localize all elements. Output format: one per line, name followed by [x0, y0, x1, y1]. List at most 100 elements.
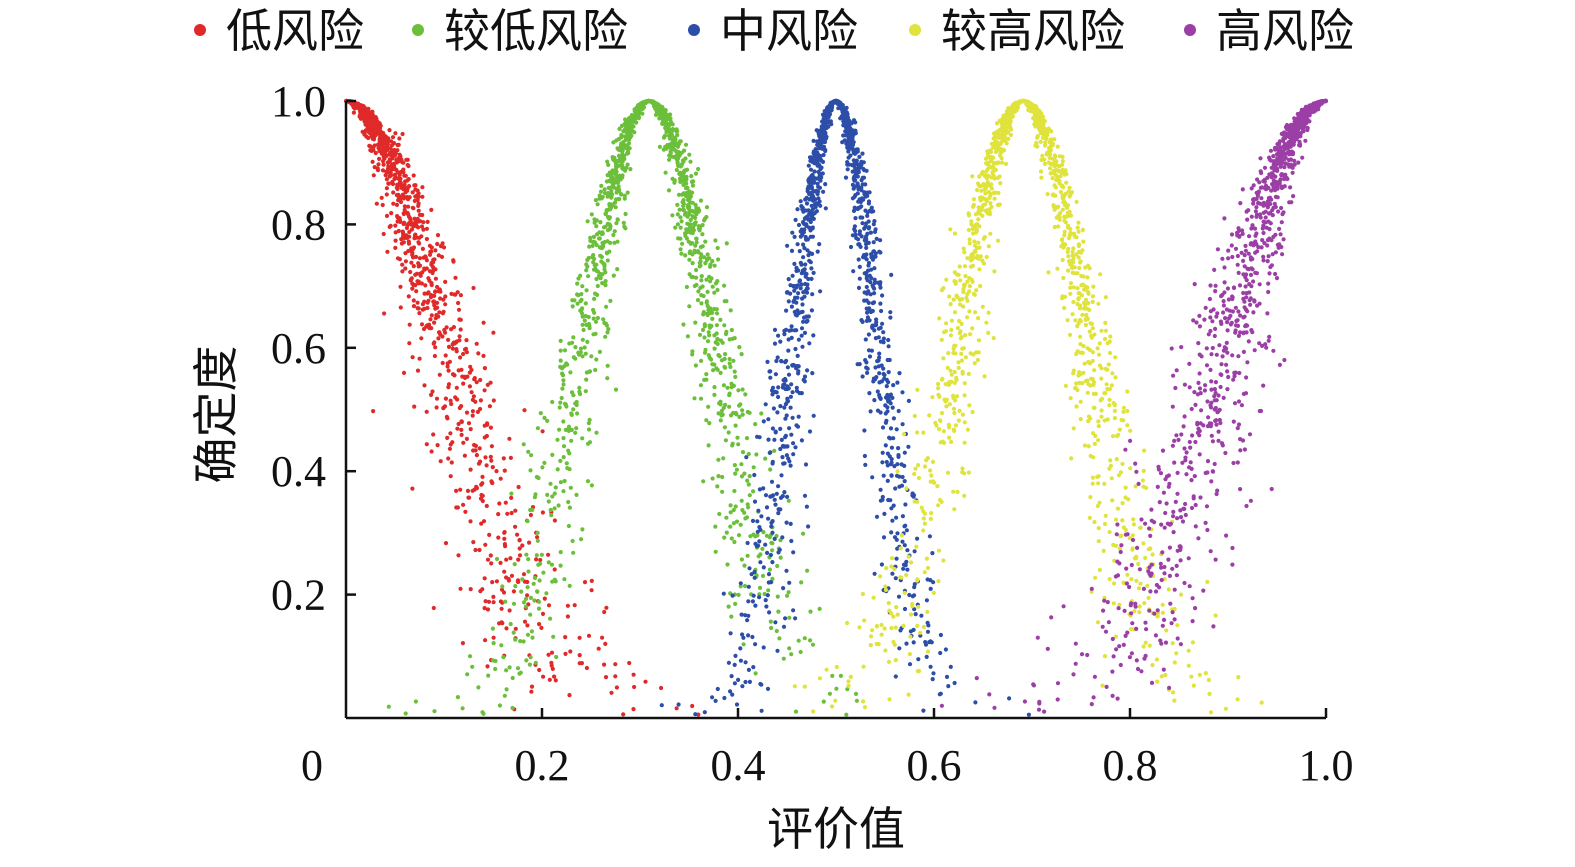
data-point [796, 369, 801, 374]
data-point [886, 370, 891, 375]
data-point [810, 225, 815, 230]
data-point [483, 638, 488, 643]
data-point [874, 514, 880, 519]
data-point [405, 235, 410, 240]
data-point [747, 493, 752, 498]
data-point [858, 215, 863, 220]
data-point [513, 524, 518, 529]
data-point [538, 411, 543, 416]
data-point [593, 319, 599, 324]
data-point [523, 596, 529, 602]
data-point [560, 386, 565, 391]
data-point [680, 173, 685, 179]
data-point [671, 127, 676, 133]
data-point [690, 214, 695, 219]
data-point [415, 279, 420, 284]
data-point [757, 525, 762, 530]
data-point [780, 535, 785, 540]
data-point [1189, 674, 1194, 679]
data-point [864, 284, 869, 290]
data-point [809, 213, 814, 218]
data-point [561, 419, 566, 424]
data-point [1136, 586, 1141, 591]
data-point [596, 646, 601, 651]
data-point [598, 253, 603, 258]
data-point [794, 313, 800, 318]
data-point [763, 493, 769, 498]
data-point [772, 437, 777, 442]
data-point [622, 196, 627, 201]
data-point [589, 588, 594, 593]
data-point [557, 405, 562, 410]
data-point [411, 264, 416, 269]
data-point [591, 260, 596, 265]
data-point [883, 411, 888, 416]
data-point [407, 229, 412, 235]
data-point [922, 570, 927, 575]
data-point [406, 204, 411, 209]
data-point [592, 296, 597, 301]
data-point [889, 445, 895, 450]
data-point [719, 412, 724, 417]
data-point [511, 601, 517, 606]
data-point [499, 620, 504, 625]
data-point [609, 188, 614, 194]
data-point [389, 211, 394, 216]
data-point [936, 381, 941, 387]
data-point [1236, 675, 1241, 680]
data-point [538, 561, 543, 567]
data-point [398, 305, 403, 310]
data-point [871, 300, 877, 305]
data-point [695, 298, 701, 303]
data-point [1138, 525, 1143, 530]
data-point [783, 616, 788, 621]
data-point [429, 326, 434, 331]
data-point [712, 362, 717, 367]
data-point [714, 307, 719, 312]
data-point [823, 148, 828, 154]
data-point [770, 576, 775, 582]
data-point [616, 184, 621, 189]
data-point [796, 414, 801, 419]
data-point [928, 516, 933, 522]
data-point [747, 566, 752, 571]
data-point [877, 395, 882, 400]
data-point [486, 599, 492, 604]
data-point [1064, 180, 1069, 185]
data-point [443, 294, 448, 299]
data-point [527, 540, 532, 545]
data-point [453, 395, 458, 400]
data-point [419, 322, 425, 327]
data-point [410, 286, 415, 291]
data-point [607, 216, 612, 221]
data-point [417, 271, 422, 276]
data-point [765, 359, 770, 364]
data-point [845, 620, 850, 626]
data-point [899, 483, 905, 488]
data-point [789, 432, 794, 437]
data-point [779, 437, 784, 442]
data-point [904, 559, 909, 565]
data-point [388, 173, 394, 178]
data-point [528, 655, 533, 660]
data-point [957, 408, 962, 413]
data-point [690, 261, 695, 266]
data-point [804, 286, 810, 291]
data-point [1155, 679, 1160, 684]
data-point [572, 298, 577, 303]
data-point [757, 592, 762, 597]
data-point [764, 505, 770, 510]
data-point [582, 580, 588, 585]
data-point [457, 405, 462, 411]
data-point [868, 292, 873, 297]
data-point [594, 224, 599, 229]
data-point [860, 591, 866, 597]
data-point [970, 326, 975, 331]
data-point [402, 204, 407, 209]
data-point [439, 254, 445, 259]
data-point [480, 474, 485, 479]
data-point [1160, 610, 1165, 615]
data-point [546, 560, 551, 565]
data-point [732, 662, 737, 668]
data-point [399, 237, 404, 242]
